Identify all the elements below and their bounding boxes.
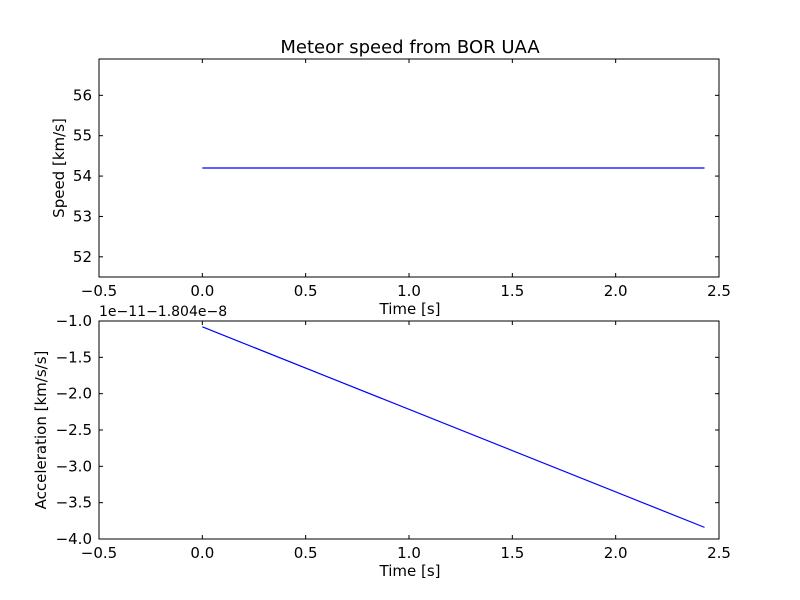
- acceleration-x-tick-label: 0.0: [190, 544, 214, 562]
- speed-y-tick-label: 56: [73, 86, 92, 104]
- speed-x-tick-label: −0.5: [81, 282, 117, 300]
- acceleration-x-tick-label: 0.5: [294, 544, 318, 562]
- acceleration-y-tick-label: −2.0: [56, 385, 92, 403]
- acceleration-x-tick-label: 1.5: [500, 544, 524, 562]
- acceleration-offset-text: 1e−11−1.804e−8: [99, 304, 227, 320]
- speed-x-tick-label: 1.5: [500, 282, 524, 300]
- speed-plot-frame: [98, 58, 720, 278]
- acceleration-y-tick-label: −2.5: [56, 421, 92, 439]
- acceleration-y-tick-label: −4.0: [56, 530, 92, 548]
- speed-x-tick-label: 0.0: [190, 282, 214, 300]
- acceleration-y-tick-label: −1.0: [56, 312, 92, 330]
- speed-y-axis-label: Speed [km/s]: [50, 118, 68, 218]
- speed-x-axis-label: Time [s]: [379, 300, 441, 318]
- acceleration-x-axis-label: Time [s]: [379, 562, 441, 580]
- speed-x-tick-label: 2.5: [707, 282, 731, 300]
- speed-y-tick-label: 53: [73, 207, 92, 225]
- speed-y-tick-label: 55: [73, 127, 92, 145]
- speed-y-tick-label: 52: [73, 248, 92, 266]
- acceleration-y-axis-label: Acceleration [km/s/s]: [32, 351, 50, 510]
- acceleration-x-tick-label: −0.5: [81, 544, 117, 562]
- speed-chart-title: Meteor speed from BOR UAA: [280, 37, 540, 58]
- acceleration-series-line: [202, 326, 705, 528]
- acceleration-y-tick-label: −3.0: [56, 457, 92, 475]
- speed-marks: −0.5 0.0 0.5 1.0 1.5 2.0 2.5 52 53 54 55 56: [73, 59, 731, 300]
- acceleration-x-tick-label: 1.0: [397, 544, 421, 562]
- acceleration-x-tick-label: 2.0: [604, 544, 628, 562]
- acceleration-marks: −0.5 0.0 0.5 1.0 1.5 2.0 2.5 −1.0 −1.5 −2.0 −2.5 −3…: [56, 312, 731, 562]
- acceleration-subplot: 1e−11−1.804e−8 Time [s] Acceleration [km…: [32, 304, 731, 580]
- speed-x-tick-label: 1.0: [397, 282, 421, 300]
- speed-x-tick-label: 0.5: [294, 282, 318, 300]
- acceleration-plot-frame: [98, 320, 720, 540]
- acceleration-x-tick-label: 2.5: [707, 544, 731, 562]
- acceleration-y-tick-label: −3.5: [56, 494, 92, 512]
- speed-subplot: Meteor speed from BOR UAA Time [s] Speed…: [50, 37, 731, 318]
- speed-y-tick-label: 54: [73, 167, 92, 185]
- speed-x-tick-label: 2.0: [604, 282, 628, 300]
- acceleration-y-tick-label: −1.5: [56, 348, 92, 366]
